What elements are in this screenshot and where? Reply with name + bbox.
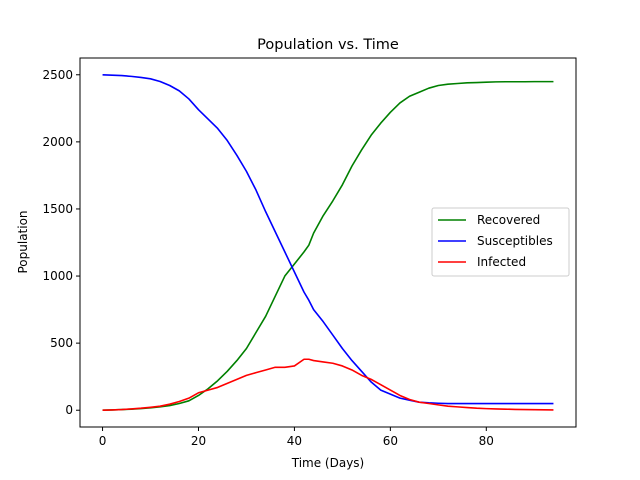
y-axis-label: Population (16, 210, 30, 273)
y-tick-label: 0 (65, 403, 73, 417)
x-tick-label: 80 (479, 434, 494, 448)
plot-marks (102, 73, 554, 412)
y-tick-label: 2500 (42, 68, 73, 82)
legend-label-recovered: Recovered (477, 213, 540, 227)
axis-ticks: 0 20 40 60 80 0 500 1000 1500 2000 2500 (42, 68, 493, 448)
series-line-susceptibles (102, 73, 554, 405)
legend-label-infected: Infected (477, 255, 526, 269)
x-tick-label: 60 (383, 434, 398, 448)
y-tick-label: 2000 (42, 135, 73, 149)
legend: Recovered Susceptibles Infected (431, 207, 570, 277)
y-tick-label: 1500 (42, 202, 73, 216)
series-line-recovered (102, 80, 554, 412)
legend-box (431, 207, 570, 277)
series-line-infected (102, 358, 554, 412)
x-tick-label: 0 (99, 434, 107, 448)
x-tick-label: 20 (191, 434, 206, 448)
plot-area-frame (79, 57, 577, 428)
chart-title: Population vs. Time (257, 37, 399, 53)
y-tick-label: 1000 (42, 269, 73, 283)
y-tick-label: 500 (50, 336, 73, 350)
x-axis-label: Time (Days) (291, 456, 365, 470)
x-tick-label: 40 (287, 434, 302, 448)
legend-label-susceptibles: Susceptibles (477, 234, 553, 248)
